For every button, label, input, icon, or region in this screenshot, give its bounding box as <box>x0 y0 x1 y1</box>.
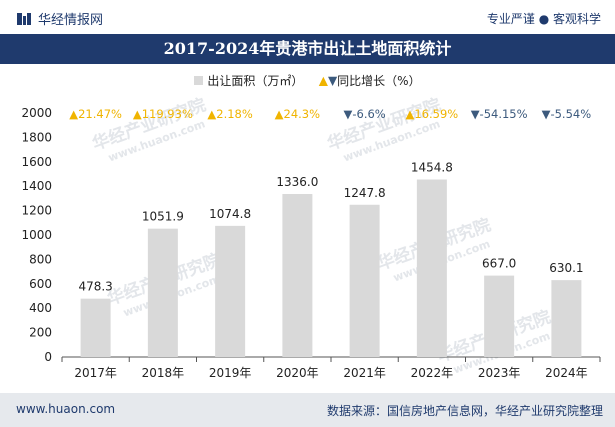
bar-value-label: 1074.8 <box>209 207 251 221</box>
legend-down-icon: ▼ <box>327 73 338 88</box>
footer-source: 数据来源：国信房地产信息网，华经产业研究院整理 <box>326 404 603 418</box>
chart-title: 2017-2024年贵港市出让土地面积统计 <box>0 34 615 64</box>
x-tick-label: 2019年 <box>209 366 252 380</box>
y-tick-label: 1000 <box>21 228 52 242</box>
bar <box>416 179 447 357</box>
footer-website[interactable]: www.huaon.com <box>16 402 116 416</box>
chart-axis: 0 200 400 600 800 1000 1200 1400 1600 1800 2000 201… <box>21 106 601 380</box>
labels-layer: 478.3 1051.9 1074.8 1336.0 1247.8 1454.8 667.0… <box>69 107 591 294</box>
legend-growth-label: 同比增长（%） <box>337 74 421 88</box>
brand-logo[interactable]: 华经情报网 <box>16 9 103 28</box>
bar <box>147 228 178 357</box>
y-tick-label: 1400 <box>21 179 52 193</box>
top-bar: 华经情报网 专业严谨 ● 客观科学 <box>0 0 615 34</box>
x-tick-label: 2020年 <box>276 366 319 380</box>
x-tick-label: 2024年 <box>545 366 588 380</box>
growth-label: ▲2.18% <box>207 107 252 121</box>
brand-name: 华经情报网 <box>38 13 104 28</box>
y-tick-label: 400 <box>29 301 52 315</box>
bar-value-label: 1247.8 <box>344 186 386 200</box>
growth-label: ▲16.59% <box>406 107 459 121</box>
legend-up-icon: ▲ <box>318 73 328 88</box>
y-tick-label: 800 <box>29 252 52 266</box>
bars-layer <box>80 179 582 357</box>
x-tick-label: 2023年 <box>478 366 521 380</box>
x-tick-label: 2022年 <box>411 366 454 380</box>
bar-value-label: 1051.9 <box>142 210 184 224</box>
growth-label: ▲119.93% <box>133 107 193 121</box>
y-tick-label: 2000 <box>21 106 52 120</box>
bar-value-label: 478.3 <box>78 280 112 294</box>
bar <box>215 225 246 357</box>
growth-label: ▼-54.15% <box>471 107 528 121</box>
growth-label: ▼-6.6% <box>344 107 386 121</box>
bar-value-label: 1454.8 <box>411 161 453 175</box>
growth-label: ▲24.3% <box>275 107 320 121</box>
legend-bar-swatch <box>194 76 204 85</box>
bar <box>551 280 582 357</box>
bar <box>349 204 380 357</box>
bar-value-label: 630.1 <box>549 261 583 275</box>
y-tick-label: 1800 <box>21 130 52 144</box>
bar-value-label: 667.0 <box>482 257 516 271</box>
y-tick-label: 1600 <box>21 155 52 169</box>
bar <box>80 298 111 357</box>
bar <box>484 275 515 357</box>
x-tick-label: 2018年 <box>142 366 185 380</box>
y-tick-label: 600 <box>29 277 52 291</box>
x-tick-label: 2017年 <box>74 366 117 380</box>
chart-legend: 出让面积（万㎡） ▲▼同比增长（%） <box>0 72 615 89</box>
logo-icon <box>17 12 31 25</box>
growth-label: ▼-5.54% <box>542 107 592 121</box>
y-tick-label: 1200 <box>21 204 52 218</box>
y-tick-label: 0 <box>44 350 52 364</box>
bar <box>282 194 313 357</box>
x-tick-label: 2021年 <box>343 366 386 380</box>
y-tick-label: 200 <box>29 326 52 340</box>
growth-label: ▲21.47% <box>69 107 122 121</box>
legend-bar-label: 出让面积（万㎡） <box>207 74 304 88</box>
bar-value-label: 1336.0 <box>276 175 318 189</box>
footer: www.huaon.com 数据来源：国信房地产信息网，华经产业研究院整理 <box>0 393 615 427</box>
tagline: 专业严谨 ● 客观科学 <box>486 12 601 26</box>
